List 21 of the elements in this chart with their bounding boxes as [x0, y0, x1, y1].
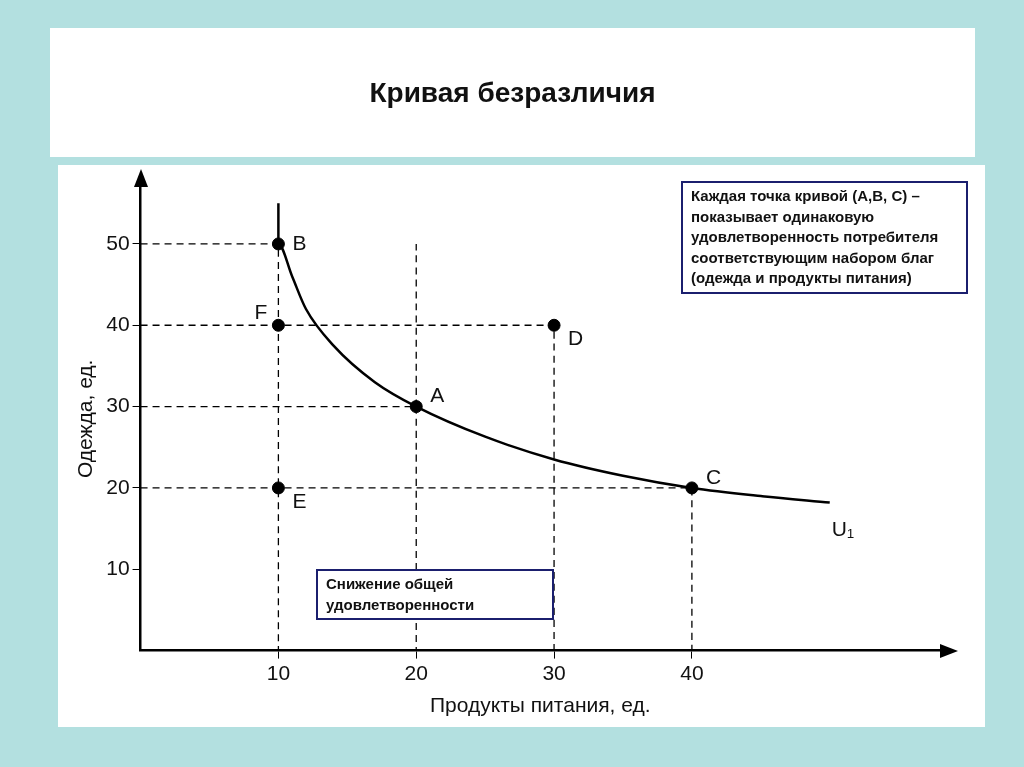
text-box: Каждая точка кривой (A,B, C) – показывает одинаковую удовлетворенность потребителя соответствующим набором благ (одежда и продукты питания)	[681, 181, 968, 294]
y-tick-label: 50	[106, 230, 130, 254]
y-tick-label: 30	[106, 393, 130, 417]
x-tick-label: 10	[266, 661, 291, 684]
annotation: A	[430, 383, 445, 407]
x-axis-title: Продукты питания, ед.	[430, 693, 651, 717]
x-tick-label: 20	[404, 661, 428, 684]
y-tick-label: 20	[106, 474, 130, 498]
annotation: E	[292, 488, 307, 512]
x-tick-label: 40	[680, 661, 704, 684]
annotation: B	[292, 230, 307, 254]
series-label: U₁	[831, 517, 854, 541]
annotation: C	[705, 464, 722, 488]
x-tick-label: 30	[542, 661, 566, 684]
chart-title: Кривая безразличия	[369, 76, 656, 109]
y-tick-label: 10	[106, 556, 130, 580]
text-box: Снижение общей удовлетворенности	[316, 569, 554, 620]
annotation: D	[568, 326, 584, 350]
annotation: F	[254, 300, 268, 324]
y-tick-label: 40	[106, 312, 130, 336]
y-axis-title: Одежда, ед.	[73, 359, 97, 479]
